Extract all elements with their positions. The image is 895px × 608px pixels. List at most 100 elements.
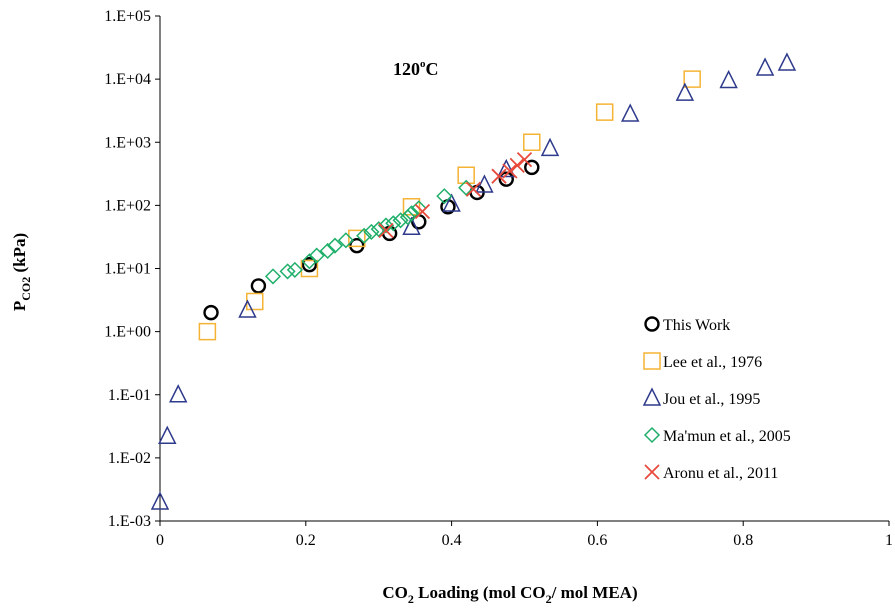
- data-point: [719, 69, 738, 89]
- data-point: [465, 181, 482, 197]
- y-tick-label: 1.E-03: [108, 513, 151, 530]
- y-tick-label: 1.E+02: [104, 197, 151, 214]
- x-axis-title-post: / mol MEA): [551, 583, 638, 602]
- data-point: [286, 261, 303, 278]
- legend-label: Jou et al., 1995: [663, 391, 760, 408]
- y-tick-label: 1.E+03: [104, 134, 151, 151]
- series-4: [378, 152, 533, 239]
- axes: [155, 15, 890, 526]
- data-point: [169, 384, 188, 403]
- data-points: [150, 52, 797, 510]
- data-point: [516, 152, 533, 168]
- x-axis-title: CO2 Loading (mol CO2/ mol MEA): [382, 583, 637, 606]
- annotation-sup: o: [420, 58, 426, 70]
- data-point: [158, 425, 177, 445]
- y-tick-label: 1.E-02: [108, 450, 151, 467]
- x-tick-label: 0: [156, 532, 164, 549]
- data-point: [475, 174, 494, 193]
- data-point: [777, 52, 797, 71]
- legend-marker: [642, 387, 662, 406]
- data-point: [319, 242, 336, 259]
- data-point: [442, 193, 461, 212]
- data-point: [356, 227, 373, 244]
- data-point: [457, 166, 475, 185]
- annotation-tail: C: [426, 59, 439, 79]
- data-point: [348, 229, 366, 248]
- legend-marker: [643, 352, 661, 370]
- data-point: [279, 263, 296, 280]
- legend-item: Jou et al., 1995: [642, 387, 760, 408]
- y-tick-label: 1.E-01: [108, 387, 151, 404]
- data-point: [523, 133, 541, 151]
- series-2: [150, 52, 797, 510]
- data-point: [385, 215, 402, 232]
- x-tick-labels: 0 0.2 0.4 0.6 0.8 1: [156, 532, 893, 549]
- data-point: [675, 82, 695, 101]
- data-point: [498, 171, 514, 187]
- y-axis-title: PCO2 (kPa): [10, 233, 33, 311]
- data-point: [403, 205, 420, 222]
- legend-item: Ma'mun et al., 2005: [643, 426, 791, 445]
- legend-label: Lee et al., 1976: [663, 354, 762, 371]
- data-point: [238, 299, 257, 318]
- x-axis-title-sub: 2: [408, 592, 414, 606]
- data-point: [755, 57, 775, 76]
- x-tick-label: 0.8: [733, 532, 753, 549]
- legend-label: This Work: [663, 317, 730, 334]
- y-axis-title-post: (kPa): [10, 233, 29, 277]
- x-tick-label: 0.4: [442, 532, 462, 549]
- data-point: [414, 203, 431, 220]
- x-tick-label: 0.2: [296, 532, 316, 549]
- data-point: [150, 491, 170, 510]
- x-tick-label: 1: [885, 532, 893, 549]
- data-point: [502, 163, 518, 179]
- series-3: [264, 179, 475, 285]
- data-point: [524, 159, 540, 176]
- legend-marker: [643, 426, 661, 444]
- data-point: [377, 217, 395, 234]
- x-axis-title-mid: Loading (mol CO: [414, 583, 546, 602]
- legend-item: This Work: [644, 316, 730, 334]
- legend-marker: [644, 316, 660, 332]
- x-axis-title-sub2: 2: [546, 592, 552, 606]
- data-point: [595, 103, 614, 121]
- data-point: [308, 247, 325, 264]
- data-point: [399, 209, 416, 226]
- data-point: [337, 232, 354, 249]
- temperature-annotation: 120oC: [393, 58, 439, 79]
- data-point: [491, 168, 507, 184]
- x-tick-label: 0.6: [587, 532, 607, 549]
- y-tick-labels: 1.E-03 1.E-02 1.E-01 1.E+00 1.E+01 1.E+02 1.E+…: [104, 8, 151, 530]
- y-tick-label: 1.E+01: [104, 261, 151, 278]
- data-point: [402, 216, 421, 236]
- data-point: [250, 278, 267, 294]
- data-point: [497, 158, 516, 178]
- legend-item: Aronu et al., 2011: [644, 464, 778, 482]
- data-point: [620, 103, 640, 122]
- legend: This Work Lee et al., 1976 Jou et al., 199…: [642, 316, 791, 482]
- y-tick-label: 1.E+00: [104, 324, 151, 341]
- y-tick-label: 1.E+05: [104, 8, 151, 25]
- x-axis-title-pre: CO: [382, 583, 408, 602]
- data-point: [301, 256, 318, 273]
- data-point: [198, 322, 217, 341]
- data-point: [436, 188, 453, 205]
- legend-label: Ma'mun et al., 2005: [663, 428, 791, 445]
- legend-label: Aronu et al., 2011: [663, 465, 778, 482]
- data-point: [378, 222, 394, 239]
- data-point: [203, 304, 219, 321]
- data-point: [246, 292, 264, 311]
- data-point: [326, 237, 344, 254]
- data-point: [540, 137, 560, 157]
- series-1: [198, 70, 701, 341]
- data-point: [392, 212, 409, 229]
- legend-marker: [644, 464, 660, 480]
- annotation-main: 120: [393, 59, 420, 79]
- data-point: [683, 70, 701, 88]
- legend-item: Lee et al., 1976: [643, 352, 762, 371]
- y-axis-title-pre: P: [10, 301, 29, 311]
- y-tick-label: 1.E+04: [104, 71, 151, 88]
- data-point: [363, 223, 380, 240]
- data-point: [509, 157, 525, 174]
